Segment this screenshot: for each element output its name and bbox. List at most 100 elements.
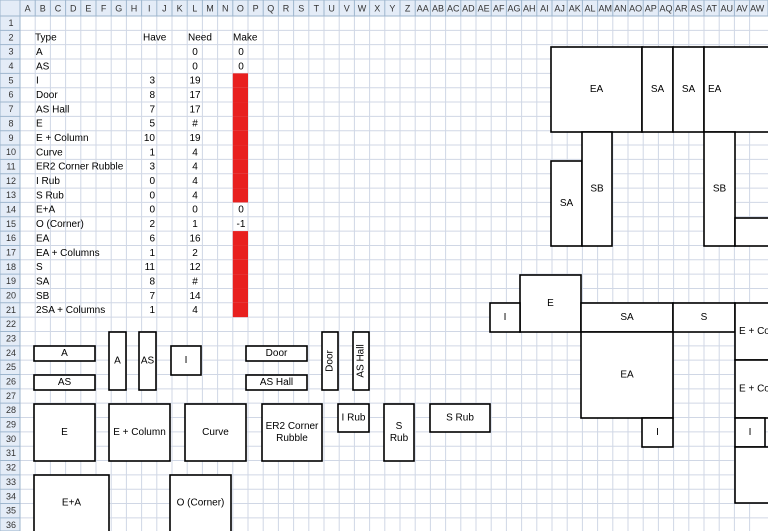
row-header[interactable]: 34 <box>6 491 16 501</box>
row-header[interactable]: 9 <box>8 133 13 143</box>
column-header[interactable]: AB <box>432 3 444 13</box>
column-header[interactable]: AL <box>584 3 595 13</box>
column-header[interactable]: B <box>40 3 46 13</box>
column-header[interactable]: X <box>374 3 380 13</box>
make-cell: -1 <box>237 219 246 230</box>
row-header[interactable]: 21 <box>6 305 16 315</box>
column-header[interactable]: W <box>358 3 367 13</box>
shape-box <box>33 345 96 362</box>
column-header[interactable]: Q <box>267 3 274 13</box>
row-header[interactable]: 18 <box>6 262 16 272</box>
column-header[interactable]: AS <box>690 3 702 13</box>
column-header[interactable]: O <box>237 3 244 13</box>
type-cell: SB <box>36 291 50 302</box>
column-header[interactable]: AF <box>493 3 505 13</box>
row-header[interactable]: 25 <box>6 362 16 372</box>
highlight-cell <box>232 173 248 189</box>
shape-label: Door <box>266 348 288 359</box>
column-header[interactable]: K <box>177 3 183 13</box>
highlight-cell <box>232 259 248 275</box>
column-header[interactable]: AM <box>598 3 612 13</box>
column-header[interactable]: AE <box>478 3 490 13</box>
column-header[interactable]: C <box>55 3 62 13</box>
row-header[interactable]: 29 <box>6 420 16 430</box>
column-header[interactable]: AR <box>675 3 688 13</box>
column-header[interactable]: E <box>85 3 91 13</box>
column-header[interactable]: N <box>222 3 229 13</box>
row-header[interactable]: 11 <box>6 161 15 171</box>
row-header[interactable]: 3 <box>8 47 13 57</box>
row-header[interactable]: 16 <box>6 233 16 243</box>
column-header[interactable]: A <box>25 3 31 13</box>
column-header[interactable]: U <box>328 3 335 13</box>
column-header[interactable]: AI <box>540 3 549 13</box>
type-cell: Curve <box>36 147 63 158</box>
have-cell: 0 <box>149 176 155 187</box>
row-header[interactable]: 15 <box>6 219 16 229</box>
row-header[interactable]: 32 <box>6 463 16 473</box>
shape-box <box>581 131 613 247</box>
column-header[interactable]: M <box>206 3 214 13</box>
column-header[interactable]: AO <box>629 3 642 13</box>
column-header[interactable]: Z <box>405 3 411 13</box>
column-header[interactable]: AA <box>417 3 429 13</box>
have-cell: 11 <box>145 262 156 273</box>
column-header[interactable]: P <box>253 3 259 13</box>
shape-label: I <box>185 355 188 366</box>
column-header[interactable]: D <box>70 3 77 13</box>
column-header[interactable]: AH <box>523 3 536 13</box>
column-header[interactable]: AD <box>462 3 475 13</box>
column-header[interactable]: H <box>131 3 138 13</box>
column-header[interactable]: AG <box>507 3 520 13</box>
row-header[interactable]: 17 <box>6 247 16 257</box>
column-header[interactable]: G <box>115 3 122 13</box>
column-header[interactable]: V <box>344 3 350 13</box>
column-header[interactable]: F <box>101 3 107 13</box>
row-header[interactable]: 23 <box>6 334 16 344</box>
row-header[interactable]: 1 <box>8 18 13 28</box>
column-header[interactable]: AU <box>721 3 734 13</box>
column-header[interactable]: AP <box>645 3 657 13</box>
row-header[interactable]: 7 <box>8 104 13 114</box>
row-header[interactable]: 26 <box>6 377 16 387</box>
column-header[interactable]: Y <box>389 3 395 13</box>
row-header[interactable]: 22 <box>6 319 16 329</box>
row-header[interactable]: 13 <box>6 190 16 200</box>
column-header[interactable]: I <box>148 3 151 13</box>
row-header[interactable]: 4 <box>8 61 13 71</box>
column-header[interactable]: R <box>283 3 290 13</box>
row-header[interactable]: 33 <box>6 477 16 487</box>
shape-label: EA <box>620 370 634 381</box>
column-header[interactable]: J <box>162 3 167 13</box>
column-header[interactable]: AK <box>569 3 581 13</box>
row-header[interactable]: 20 <box>6 291 16 301</box>
row-header[interactable]: 6 <box>8 90 13 100</box>
row-header[interactable]: 5 <box>8 75 13 85</box>
row-header[interactable]: 14 <box>6 204 16 214</box>
column-header[interactable]: AN <box>614 3 627 13</box>
column-header[interactable]: AC <box>447 3 460 13</box>
column-header[interactable]: L <box>192 3 197 13</box>
row-header[interactable]: 12 <box>6 176 16 186</box>
row-header[interactable]: 27 <box>6 391 16 401</box>
row-header[interactable]: 36 <box>6 520 16 530</box>
row-header[interactable]: 10 <box>6 147 16 157</box>
row-header[interactable]: 28 <box>6 405 16 415</box>
row-header[interactable]: 8 <box>8 118 13 128</box>
row-header[interactable]: 31 <box>6 448 16 458</box>
row-header[interactable]: 19 <box>6 276 16 286</box>
row-header[interactable]: 2 <box>8 32 13 42</box>
column-header[interactable]: S <box>298 3 304 13</box>
need-cell: 0 <box>192 205 198 216</box>
column-header[interactable]: AW <box>750 3 765 13</box>
row-header[interactable]: 35 <box>6 506 16 516</box>
have-cell: 7 <box>149 104 155 115</box>
column-header[interactable]: AT <box>706 3 717 13</box>
row-header[interactable]: 24 <box>6 348 16 358</box>
row-header[interactable]: 30 <box>6 434 16 444</box>
column-header[interactable]: AJ <box>554 3 565 13</box>
column-header[interactable]: AQ <box>659 3 672 13</box>
shape-label: Rub <box>390 433 409 444</box>
column-header[interactable]: AV <box>736 3 747 13</box>
column-header[interactable]: T <box>314 3 320 13</box>
